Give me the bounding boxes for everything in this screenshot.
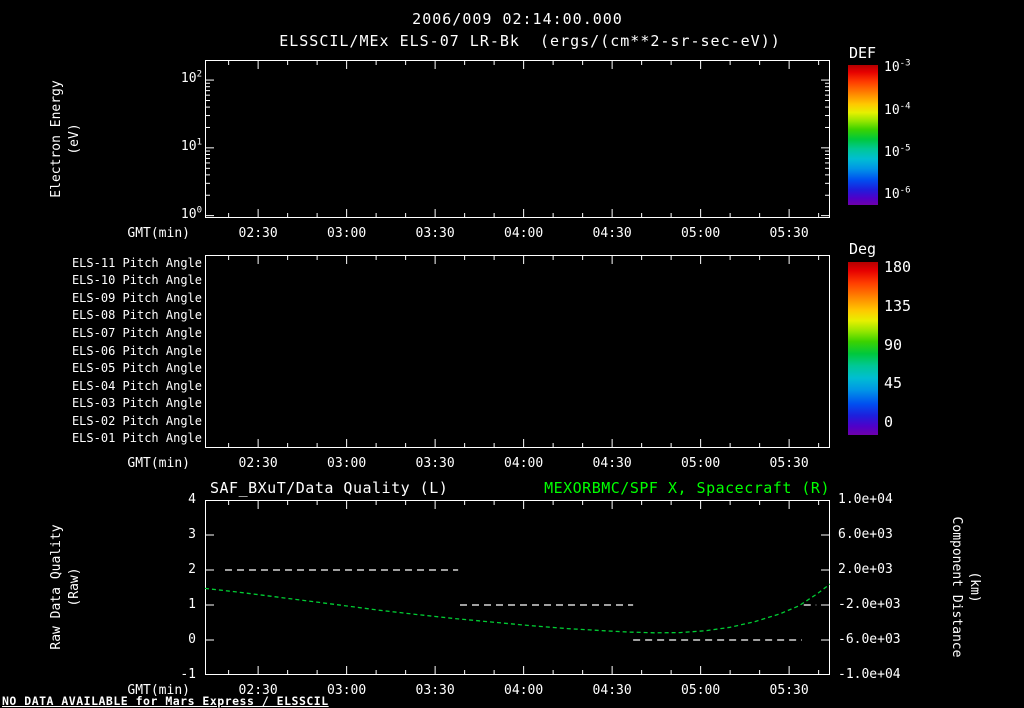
distance-tick-label: -1.0e+04: [838, 667, 901, 682]
pitch-angle-row-label: ELS-11 Pitch Angle: [71, 255, 202, 270]
x-tick-label: 03:00: [327, 456, 367, 471]
def-colorbar-tick-label: 10-6: [884, 185, 911, 203]
deg-colorbar-tick-label: 135: [884, 296, 912, 315]
quality-distance-panel: [205, 500, 830, 675]
panel-border: [205, 255, 830, 448]
pitch-angle-row-label: ELS-03 Pitch Angle: [71, 396, 202, 411]
component-distance-axis-label: (km) Component Distance: [947, 457, 983, 708]
pitch-angle-row-label: ELS-02 Pitch Angle: [71, 413, 202, 428]
x-tick-label: 03:30: [415, 226, 455, 241]
raw-data-quality-axis-label: Raw Data Quality (Raw): [48, 477, 84, 697]
energy-tick-label: 102: [180, 69, 202, 87]
energy-axis-label-text: Electron Energy: [49, 80, 64, 198]
x-tick-label: 04:00: [504, 226, 544, 241]
quality-axis-label-units: (Raw): [67, 567, 82, 607]
panel-border: [205, 60, 830, 218]
pitch-angle-row-label: ELS-01 Pitch Angle: [71, 431, 202, 446]
timestamp-title: 2006/009 02:14:00.000: [412, 10, 623, 28]
def-colorbar: [848, 65, 878, 205]
distance-axis-label-units: (km): [967, 571, 982, 603]
distance-axis-label-text: Component Distance: [949, 516, 964, 658]
quality-tick-label: 1: [188, 597, 196, 612]
deg-colorbar-tick-label: 90: [884, 335, 903, 354]
data-quality-title: SAF_BXuT/Data Quality (L): [210, 479, 449, 497]
x-tick-label: 03:30: [415, 683, 455, 698]
pitch-angle-row-label: ELS-08 Pitch Angle: [71, 308, 202, 323]
x-tick-label: 03:00: [327, 683, 367, 698]
pitch-angle-row-label: ELS-07 Pitch Angle: [71, 325, 202, 340]
quality-tick-label: 2: [188, 562, 196, 577]
pitch-angle-row-label: ELS-05 Pitch Angle: [71, 361, 202, 376]
x-tick-label: 05:00: [681, 683, 721, 698]
no-data-message: NO DATA AVAILABLE for Mars Express / ELS…: [2, 694, 329, 708]
quality-tick-label: 3: [188, 527, 196, 542]
x-tick-label: 05:30: [769, 456, 809, 471]
x-tick-label: 04:30: [592, 456, 632, 471]
pitch-angle-panel: [205, 255, 830, 448]
deg-colorbar-title: Deg: [849, 240, 877, 258]
spacecraft-x-distance-curve: [205, 583, 830, 634]
deg-colorbar-tick-label: 45: [884, 374, 903, 393]
deg-colorbar-tick-label: 180: [884, 258, 912, 277]
x-tick-label: 04:30: [592, 683, 632, 698]
x-tick-label: 05:00: [681, 226, 721, 241]
spacecraft-title: MEXORBMC/SPF X, Spacecraft (R): [544, 479, 830, 497]
energy-axis-label-units: (eV): [67, 123, 82, 155]
deg-colorbar: [848, 262, 878, 435]
pitch-angle-row-label: ELS-10 Pitch Angle: [71, 273, 202, 288]
distance-tick-label: 6.0e+03: [838, 527, 893, 542]
distance-tick-label: -6.0e+03: [838, 632, 901, 647]
x-tick-label: 03:30: [415, 456, 455, 471]
energy-axis-label: Electron Energy (eV): [48, 29, 84, 249]
energy-spectrogram-panel: [205, 60, 830, 218]
def-colorbar-tick-label: 10-3: [884, 58, 911, 75]
pitch-angle-row-label: ELS-06 Pitch Angle: [71, 343, 202, 358]
pitch-angle-row-label: ELS-09 Pitch Angle: [71, 290, 202, 305]
x-tick-label: 05:30: [769, 226, 809, 241]
quality-axis-label-text: Raw Data Quality: [49, 524, 64, 650]
distance-tick-label: -2.0e+03: [838, 597, 901, 612]
gmt-axis-label: GMT(min): [127, 226, 190, 241]
x-tick-label: 02:30: [238, 456, 278, 471]
x-tick-label: 04:00: [504, 456, 544, 471]
def-colorbar-tick-label: 10-5: [884, 143, 911, 160]
x-tick-label: 02:30: [238, 226, 278, 241]
spectrogram-title: ELSSCIL/MEx ELS-07 LR-Bk (ergs/(cm**2-sr…: [279, 32, 781, 50]
panel-border: [205, 500, 830, 675]
x-tick-label: 05:30: [769, 683, 809, 698]
x-tick-label: 05:00: [681, 456, 721, 471]
quality-tick-label: -1: [180, 667, 196, 682]
quality-tick-label: 4: [188, 492, 196, 507]
gmt-axis-label: GMT(min): [127, 456, 190, 471]
x-tick-label: 04:00: [504, 683, 544, 698]
quality-tick-label: 0: [188, 632, 196, 647]
def-colorbar-title: DEF: [849, 44, 877, 62]
x-tick-label: 02:30: [238, 683, 278, 698]
deg-colorbar-tick-label: 0: [884, 413, 894, 432]
energy-tick-label: 101: [180, 137, 202, 154]
x-tick-label: 04:30: [592, 226, 632, 241]
distance-tick-label: 1.0e+04: [838, 492, 893, 507]
pitch-angle-row-label: ELS-04 Pitch Angle: [71, 378, 202, 393]
def-colorbar-tick-label: 10-4: [884, 101, 911, 118]
gmt-axis-label: GMT(min): [127, 683, 190, 698]
x-tick-label: 03:00: [327, 226, 367, 241]
energy-tick-label: 100: [180, 205, 202, 222]
distance-tick-label: 2.0e+03: [838, 562, 893, 577]
